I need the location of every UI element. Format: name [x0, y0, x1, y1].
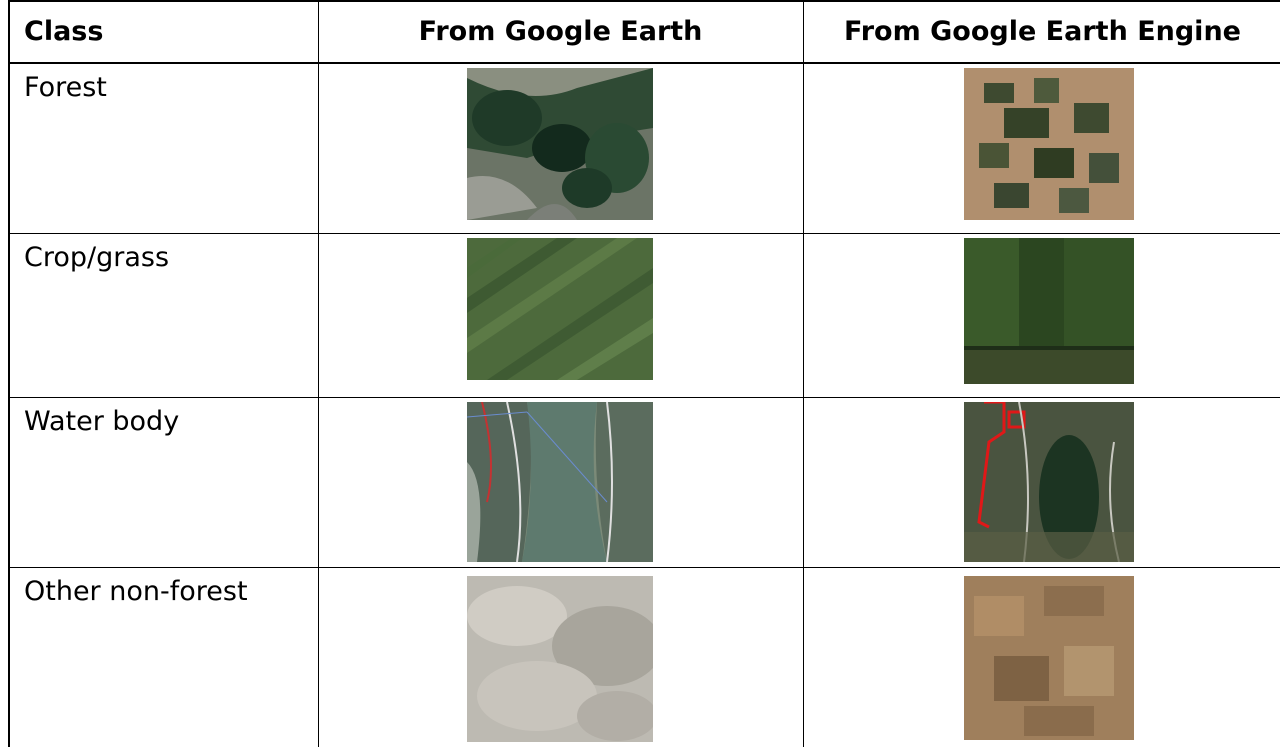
column-divider [318, 64, 319, 233]
header-google-earth-engine: From Google Earth Engine [844, 16, 1241, 47]
column-divider [803, 398, 804, 567]
column-divider [318, 234, 319, 397]
table-header-row: Class From Google Earth From Google Eart… [10, 0, 1280, 64]
table-row: Forest [10, 64, 1280, 234]
class-label-crop-grass: Crop/grass [24, 242, 170, 273]
forest-google-earth-engine-image [964, 68, 1134, 220]
column-divider [318, 398, 319, 567]
classification-table: Class From Google Earth From Google Eart… [8, 0, 1280, 747]
column-divider [318, 2, 319, 62]
other-google-earth-engine-image [964, 576, 1134, 740]
column-divider [803, 568, 804, 747]
other-google-earth-image [467, 576, 653, 742]
column-divider [803, 64, 804, 233]
header-google-earth: From Google Earth [418, 16, 703, 47]
class-label-other-non-forest: Other non-forest [24, 576, 248, 607]
crop-google-earth-engine-image [964, 238, 1134, 384]
table-row: Crop/grass [10, 234, 1280, 398]
table-row: Water body [10, 398, 1280, 568]
column-divider [318, 568, 319, 747]
forest-google-earth-image [467, 68, 653, 220]
column-divider [803, 234, 804, 397]
crop-google-earth-image [467, 238, 653, 380]
class-label-forest: Forest [24, 72, 107, 103]
class-label-water-body: Water body [24, 406, 180, 437]
water-google-earth-image [467, 402, 653, 562]
water-google-earth-engine-image [964, 402, 1134, 562]
table-row: Other non-forest [10, 568, 1280, 747]
header-class: Class [24, 16, 104, 47]
column-divider [803, 2, 804, 62]
